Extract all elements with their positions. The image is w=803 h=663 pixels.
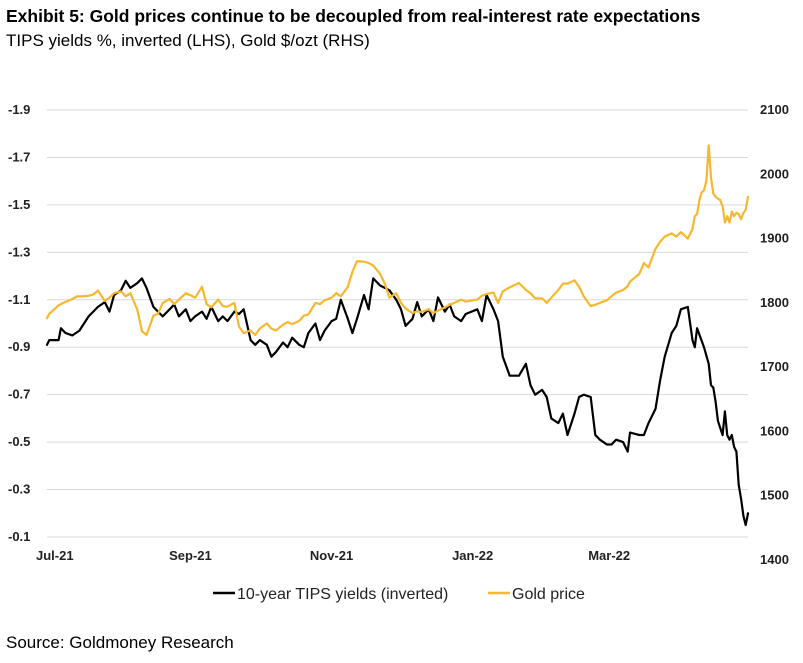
chart-title: Exhibit 5: Gold prices continue to be de…	[6, 6, 701, 26]
x-tick-label: Nov-21	[310, 548, 353, 563]
left-tick-label: -0.1	[8, 529, 30, 544]
right-tick-label: 2100	[760, 102, 789, 117]
x-tick-label: Jul-21	[36, 548, 74, 563]
left-tick-label: -1.3	[8, 244, 30, 259]
left-tick-label: -0.5	[8, 434, 30, 449]
right-tick-label: 1600	[760, 423, 789, 438]
x-tick-label: Mar-22	[588, 548, 630, 563]
left-tick-label: -0.7	[8, 387, 30, 402]
left-tick-label: -0.3	[8, 482, 30, 497]
left-tick-label: -1.9	[8, 102, 30, 117]
source-note: Source: Goldmoney Research	[6, 633, 234, 652]
x-tick-label: Jan-22	[452, 548, 493, 563]
x-tick-label: Sep-21	[169, 548, 212, 563]
gold-price-line	[45, 144, 750, 337]
right-tick-label: 1900	[760, 231, 789, 246]
right-tick-label: 1400	[760, 552, 789, 567]
right-tick-label: 1500	[760, 488, 789, 503]
right-tick-label: 1800	[760, 295, 789, 310]
tips-yield-line	[45, 277, 750, 527]
chart-subtitle: TIPS yields %, inverted (LHS), Gold $/oz…	[6, 31, 370, 50]
legend-gold-label: Gold price	[512, 586, 585, 603]
legend-tips-label: 10-year TIPS yields (inverted)	[237, 586, 448, 603]
right-tick-label: 1700	[760, 359, 789, 374]
right-tick-label: 2000	[760, 166, 789, 181]
left-tick-label: -1.7	[8, 149, 30, 164]
left-tick-label: -1.1	[8, 292, 30, 307]
left-tick-label: -0.9	[8, 339, 30, 354]
left-tick-label: -1.5	[8, 197, 30, 212]
